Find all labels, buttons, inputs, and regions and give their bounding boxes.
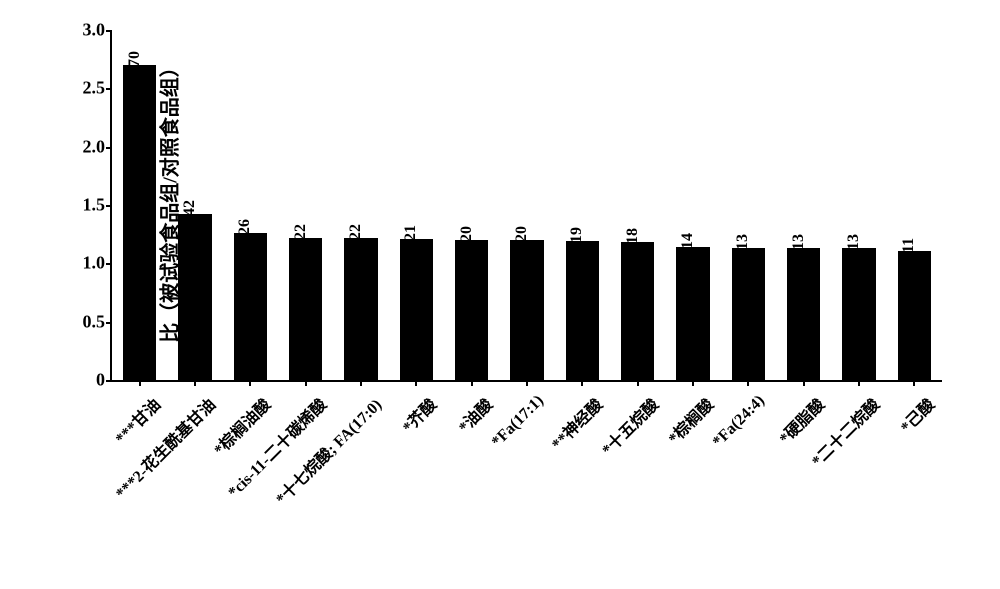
y-tick-mark	[106, 88, 112, 90]
bar-value-label: 1.13	[845, 234, 863, 262]
y-tick-mark	[106, 380, 112, 382]
bar-value-label: 2.70	[126, 51, 144, 79]
bar-value-label: 1.18	[624, 228, 642, 256]
bar-value-label: 1.13	[790, 234, 808, 262]
x-tick-mark	[803, 380, 805, 386]
bar	[289, 238, 322, 380]
bar-value-label: 1.21	[402, 225, 420, 253]
x-tick-mark	[637, 380, 639, 386]
bar-chart: 比（被试验食品组/对照食品组） 00.51.01.52.02.53.02.70*…	[20, 20, 980, 569]
y-tick-label: 1.5	[65, 195, 105, 216]
bar	[676, 247, 709, 380]
bar-value-label: 1.26	[236, 219, 254, 247]
x-tick-mark	[360, 380, 362, 386]
x-tick-mark	[913, 380, 915, 386]
y-tick-mark	[106, 205, 112, 207]
x-tick-mark	[139, 380, 141, 386]
x-tick-mark	[194, 380, 196, 386]
bar	[732, 248, 765, 380]
x-tick-mark	[471, 380, 473, 386]
bar	[234, 233, 267, 380]
bar	[842, 248, 875, 380]
bar	[566, 241, 599, 380]
plot-area	[110, 30, 942, 382]
bar-value-label: 1.13	[734, 234, 752, 262]
x-tick-mark	[305, 380, 307, 386]
bar	[455, 240, 488, 380]
bar-value-label: 1.22	[292, 224, 310, 252]
bar-value-label: 1.11	[900, 237, 918, 264]
y-tick-label: 1.0	[65, 253, 105, 274]
bar	[123, 65, 156, 380]
y-tick-mark	[106, 147, 112, 149]
y-tick-mark	[106, 30, 112, 32]
x-tick-mark	[249, 380, 251, 386]
bar-value-label: 1.14	[679, 233, 697, 261]
y-tick-label: 2.0	[65, 136, 105, 157]
bar	[400, 239, 433, 380]
bar	[344, 238, 377, 380]
y-tick-label: 3.0	[65, 20, 105, 41]
y-tick-label: 0.5	[65, 311, 105, 332]
bar	[178, 214, 211, 380]
bar	[621, 242, 654, 380]
y-tick-label: 0	[65, 370, 105, 391]
x-tick-mark	[747, 380, 749, 386]
bar	[898, 251, 931, 381]
x-tick-mark	[526, 380, 528, 386]
y-tick-mark	[106, 322, 112, 324]
x-tick-mark	[692, 380, 694, 386]
bar-value-label: 1.20	[513, 226, 531, 254]
bar-value-label: 1.22	[347, 224, 365, 252]
bar	[787, 248, 820, 380]
bar-value-label: 1.19	[568, 227, 586, 255]
x-tick-mark	[581, 380, 583, 386]
bar-value-label: 1.20	[458, 226, 476, 254]
x-tick-mark	[415, 380, 417, 386]
bar-value-label: 1.42	[181, 200, 199, 228]
x-tick-mark	[858, 380, 860, 386]
y-tick-mark	[106, 263, 112, 265]
bar	[510, 240, 543, 380]
y-tick-label: 2.5	[65, 78, 105, 99]
